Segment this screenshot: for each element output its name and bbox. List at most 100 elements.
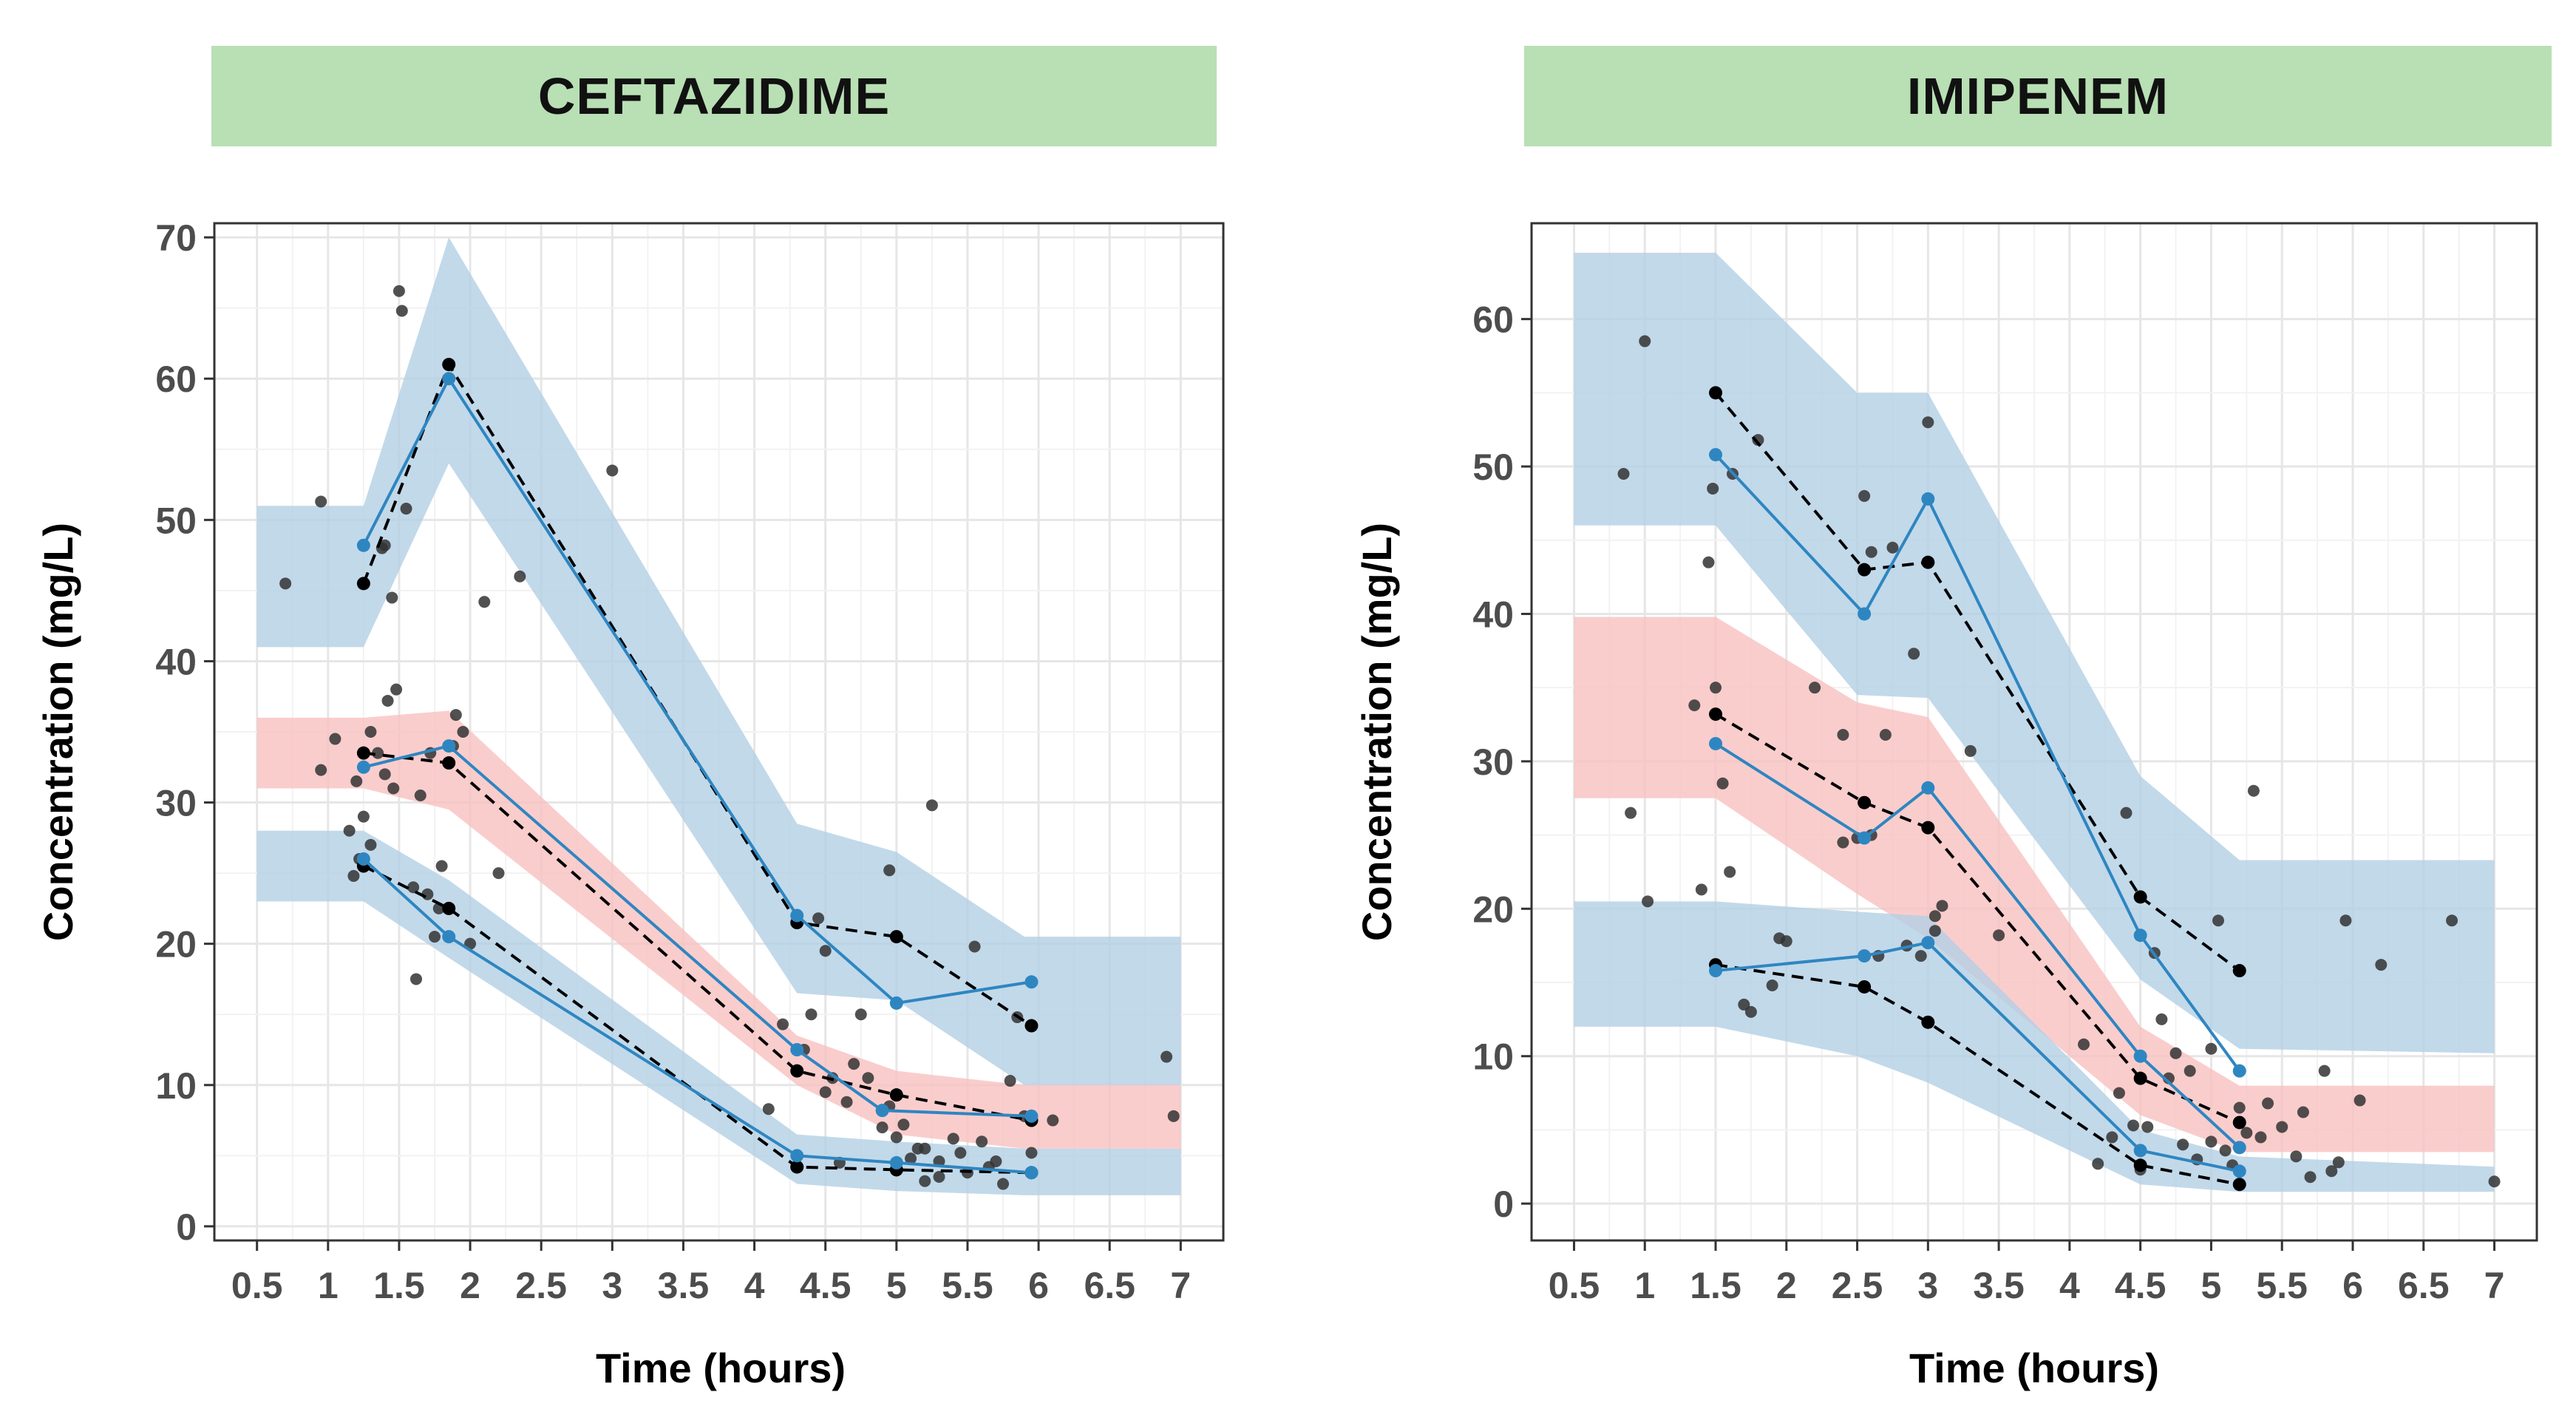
imipenem-observation-point [1928,925,1941,937]
imipenem-observed-marker [1921,555,1935,569]
ceftazidime-x-tick-label: 4 [744,1265,765,1306]
ceftazidime-observation-point [819,1086,832,1099]
ceftazidime-observation-point [407,881,420,894]
imipenem-observation-point [1702,556,1715,568]
imipenem-observed-marker [1858,795,1872,809]
ceftazidime-observation-point [840,1096,853,1108]
ceftazidime-observation-point [347,869,360,882]
imipenem-observed-marker [1709,386,1723,400]
ceftazidime-observation-point [1160,1050,1173,1063]
imipenem-observation-point [2169,1047,2182,1059]
ceftazidime-observation-point [890,1131,903,1144]
ceftazidime-predicted-marker [1024,1166,1039,1180]
ceftazidime-x-tick-label: 3 [602,1265,622,1306]
ceftazidime-observation-point [762,1103,775,1116]
imipenem-observation-point [2332,1156,2345,1169]
imipenem-predicted-marker [2232,1164,2246,1178]
ceftazidime-predicted-marker [1024,975,1039,989]
ceftazidime-observation-point [954,1147,967,1159]
imipenem-x-tick-label: 2.5 [1832,1265,1883,1306]
imipenem-observed-marker [1709,707,1723,722]
ceftazidime-observation-point [343,824,356,837]
ceftazidime-observation-point [925,799,938,812]
ceftazidime-observation-point [805,1008,818,1021]
imipenem-observation-point [1688,699,1701,712]
imipenem-observation-point [1716,777,1729,790]
imipenem-observation-point [2212,914,2225,927]
imipenem-observation-point [2205,1042,2218,1055]
imipenem-observation-point [1908,648,1920,660]
imipenem-y-tick-label: 0 [1493,1184,1514,1225]
ceftazidime-observed-marker [356,746,370,760]
imipenem-observation-point [2177,1138,2189,1151]
ceftazidime-predicted-marker [790,1043,804,1056]
ceftazidime-x-tick-label: 2.5 [515,1265,567,1306]
imipenem-observation-point [2297,1106,2309,1118]
ceftazidime-observation-point [933,1171,945,1183]
imipenem-observation-point [1858,489,1871,502]
imipenem-observed-marker [2133,1158,2147,1172]
ceftazidime-observation-point [410,973,422,985]
imipenem-observation-point [2354,1094,2366,1107]
imipenem-observed-marker [2232,964,2246,978]
ceftazidime-observation-point [897,1118,910,1131]
ceftazidime-observation-point [862,1072,874,1084]
ceftazidime-y-tick-label: 10 [155,1065,197,1107]
ceftazidime-observation-point [968,940,981,953]
ceftazidime-predicted-marker [790,1149,804,1163]
imipenem-predicted-marker [2232,1141,2246,1155]
imipenem-observation-point [1837,728,1849,741]
imipenem-observation-point [2325,1165,2338,1178]
imipenem-y-tick-label: 20 [1472,889,1514,930]
imipenem-observation-point [1936,900,1948,912]
ceftazidime-observation-point [1047,1114,1059,1127]
ceftazidime-observed-marker [889,930,903,944]
ceftazidime-y-tick-label: 40 [155,641,197,682]
imipenem-observed-marker [2232,1116,2246,1130]
imipenem-observation-point [2184,1065,2196,1077]
ceftazidime-observed-line [363,751,1032,1122]
ceftazidime-observation-point [364,726,377,738]
ceftazidime-observation-point [390,683,403,696]
imipenem-observation-point [1738,998,1750,1011]
ceftazidime-x-tick-label: 2 [460,1265,480,1306]
imipenem-y-axis-title: Concentration (mg/L) [1353,523,1400,941]
imipenem-x-tick-label: 4.5 [2115,1265,2167,1306]
ceftazidime-panel: 0.5 1 1.5 2 2.5 3 3.5 4 4.5 5 5.5 6 6.5 7010203040506… [35,217,1225,1391]
imipenem-observation-point [1625,807,1637,819]
ceftazidime-band-lower [256,830,1181,1195]
ceftazidime-observed-marker [790,1160,804,1174]
ceftazidime-predicted-marker [356,538,370,552]
imipenem-x-tick-label: 4 [2059,1265,2080,1306]
ceftazidime-observation-point [372,747,384,759]
ceftazidime-x-tick-label: 0.5 [231,1265,283,1306]
ceftazidime-predicted-marker [889,1155,903,1169]
ceftazidime-observation-point [315,764,327,776]
imipenem-band-median [1574,617,2495,1152]
ceftazidime-observation-point [279,577,292,590]
imipenem-observation-point [1707,482,1719,495]
imipenem-observation-point [2375,959,2388,971]
imipenem-x-tick-label: 2 [1776,1265,1797,1306]
imipenem-observation-point [2120,807,2132,819]
imipenem-observed-marker [1921,821,1935,835]
ceftazidime-observation-point [819,945,832,957]
ceftazidime-observation-point [392,285,405,297]
ceftazidime-band-median [256,710,1181,1149]
imipenem-observation-point [1780,935,1792,948]
ceftazidime-observed-marker [442,901,456,915]
ceftazidime-y-tick-label: 50 [155,500,197,541]
imipenem-predicted-marker [2133,1144,2147,1158]
ceftazidime-y-tick-label: 70 [155,217,197,259]
ceftazidime-x-tick-label: 1 [318,1265,339,1306]
imipenem-x-tick-label: 5.5 [2256,1265,2308,1306]
imipenem-observation-point [2339,914,2352,927]
ceftazidime-observation-point [1004,1075,1016,1087]
ceftazidime-title: CEFTAZIDIME [537,67,891,125]
ceftazidime-observed-marker [356,577,370,591]
ceftazidime-observation-point [350,775,363,787]
ceftazidime-observation-point [854,1008,867,1021]
imipenem-observation-point [1617,468,1630,481]
ceftazidime-observation-point [812,912,825,925]
imipenem-x-tick-label: 7 [2484,1265,2505,1306]
